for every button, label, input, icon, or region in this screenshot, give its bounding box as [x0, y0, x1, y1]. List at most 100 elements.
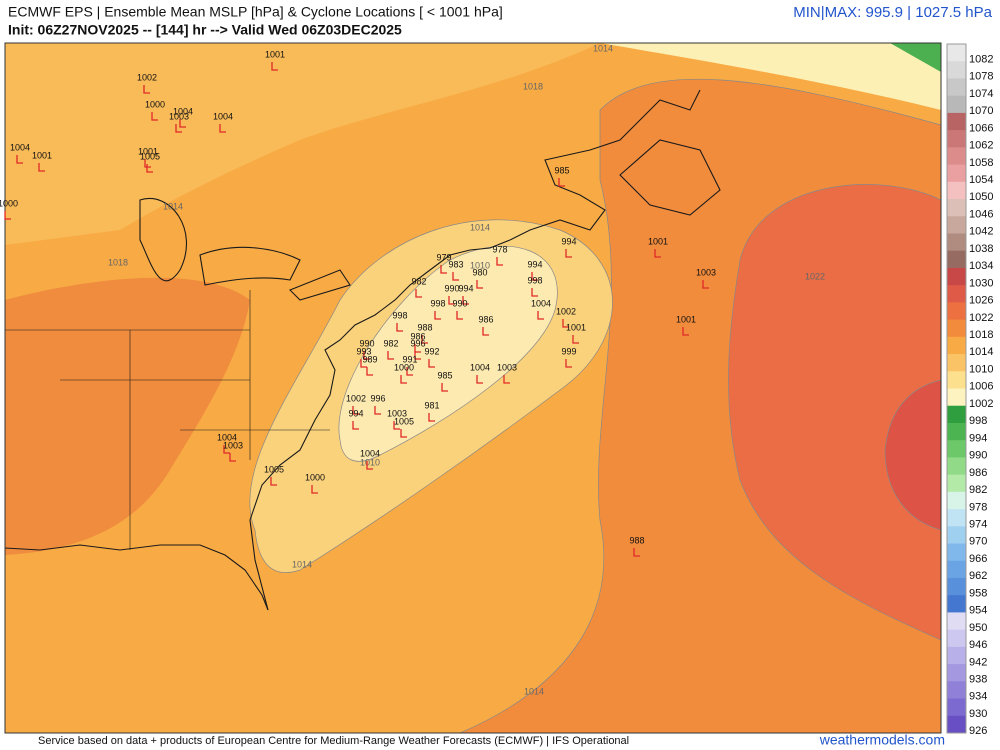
site[interactable]: weathermodels.com [819, 732, 945, 748]
colorbar-swatch [947, 164, 966, 183]
cyclone-pressure: 994 [458, 283, 473, 293]
cyclone-pressure: 996 [410, 338, 425, 348]
cyclone-marker [16, 155, 23, 164]
colorbar-label: 1006 [969, 381, 993, 393]
colorbar-label: 1030 [969, 277, 993, 289]
cyclone-marker [503, 375, 510, 384]
colorbar-label: 966 [969, 553, 987, 565]
cyclone-pressure: 1005 [264, 464, 284, 474]
colorbar-swatch [947, 457, 966, 476]
cyclone-pressure: 978 [492, 244, 507, 254]
coastline [619, 139, 721, 216]
colorbar-label: 954 [969, 605, 987, 617]
cyclone-marker [223, 445, 230, 454]
colorbar-swatch [947, 543, 966, 562]
cyclone-pressure: 1001 [138, 146, 158, 156]
colorbar-label: 990 [969, 450, 987, 462]
cyclone-marker [448, 296, 455, 305]
cyclone-marker [352, 421, 359, 430]
colorbar-label: 1058 [969, 157, 993, 169]
lakes [139, 197, 351, 301]
cyclone-pressure: 1000 [305, 472, 325, 482]
cyclone-marker [531, 272, 538, 281]
contour-label: 1014 [470, 222, 490, 232]
cyclone-pressure: 982 [411, 276, 426, 286]
colorbar-swatch [947, 612, 966, 631]
contour-label: 1010 [360, 457, 380, 467]
colorbar-frame [946, 43, 967, 734]
cyclone-pressure: 982 [383, 338, 398, 348]
cyclone-marker [462, 296, 469, 305]
colorbar-swatch [947, 371, 966, 389]
colorbar-label: 986 [969, 467, 987, 479]
colorbar-label: 1034 [969, 260, 993, 272]
colorbar-swatch [947, 216, 966, 234]
cyclone-pressure: 998 [392, 310, 407, 320]
colorbar-swatch [947, 405, 966, 424]
cyclone-pressure: 1003 [497, 362, 517, 372]
cyclone-pressure: 1004 [217, 432, 237, 442]
cyclone-pressure: 998 [527, 275, 542, 285]
cyclone-marker [144, 159, 151, 168]
cyclone-pressure: 1004 [10, 142, 30, 152]
field-band [890, 43, 941, 72]
cyclone-pressure: 1000 [145, 99, 165, 109]
colorbar-swatch [947, 595, 966, 613]
colorbar-label: 1002 [969, 398, 993, 410]
colorbar-label: 982 [969, 484, 987, 496]
cyclone-marker [440, 265, 447, 274]
cyclone-pressure: 994 [348, 408, 363, 418]
cyclone-pressure: 988 [417, 322, 432, 332]
cyclone-marker [414, 351, 421, 360]
colorbar-label: 1042 [969, 226, 993, 238]
cyclone-marker [428, 413, 435, 422]
colorbar-swatch [947, 646, 966, 665]
contour-label: 1010 [470, 260, 490, 270]
cyclone-marker [654, 249, 661, 258]
cyclone-marker [702, 280, 709, 289]
colorbar-swatch [947, 250, 966, 269]
colorbar-label: 970 [969, 536, 987, 548]
cyclone-pressure: 986 [410, 331, 425, 341]
colorbar-label: 958 [969, 587, 987, 599]
colorbar-label: 950 [969, 622, 987, 634]
colorbar-swatch [947, 560, 966, 579]
colorbar-label: 1026 [969, 295, 993, 307]
cyclone-marker [374, 406, 381, 415]
cyclone-pressure: 1001 [676, 314, 696, 324]
cyclone-marker [415, 289, 422, 298]
cyclone-marker [396, 323, 403, 332]
field-band [5, 277, 250, 555]
cyclone-pressure: 992 [424, 346, 439, 356]
cyclone-marker [531, 288, 538, 297]
cyclone-marker [270, 477, 277, 486]
title: ECMWF EPS | Ensemble Mean MSLP [hPa] & C… [8, 4, 503, 20]
colorbar-swatch [947, 78, 966, 97]
cyclone-marker [682, 327, 689, 336]
credit: Service based on data + products of Euro… [38, 735, 629, 747]
contour-label: 1014 [292, 559, 312, 569]
colorbar-swatch [947, 664, 966, 682]
colorbar-label: 946 [969, 639, 987, 651]
cyclone-marker [476, 375, 483, 384]
colorbar-swatch [947, 440, 966, 458]
colorbar-swatch [947, 112, 966, 131]
cyclone-pressure: 979 [436, 252, 451, 262]
cyclone-marker [400, 375, 407, 384]
contour-label: 1022 [805, 271, 825, 281]
colorbar-label: 974 [969, 518, 987, 530]
colorbar-label: 934 [969, 691, 987, 703]
colorbar-label: 1038 [969, 243, 993, 255]
cyclone-pressure: 985 [554, 165, 569, 175]
field-band [338, 245, 558, 462]
colorbar-label: 930 [969, 708, 987, 720]
colorbar-swatch [947, 422, 966, 441]
cyclone-pressure: 1001 [648, 236, 668, 246]
colorbar-swatch [947, 285, 966, 303]
cyclone-marker [572, 335, 579, 344]
cyclone-marker [360, 359, 367, 368]
colorbar-label: 938 [969, 674, 987, 686]
cyclone-marker [421, 335, 428, 344]
cyclone-marker [496, 257, 503, 266]
init-line: Init: 06Z27NOV2025 -- [144] hr --> Valid… [8, 22, 402, 38]
